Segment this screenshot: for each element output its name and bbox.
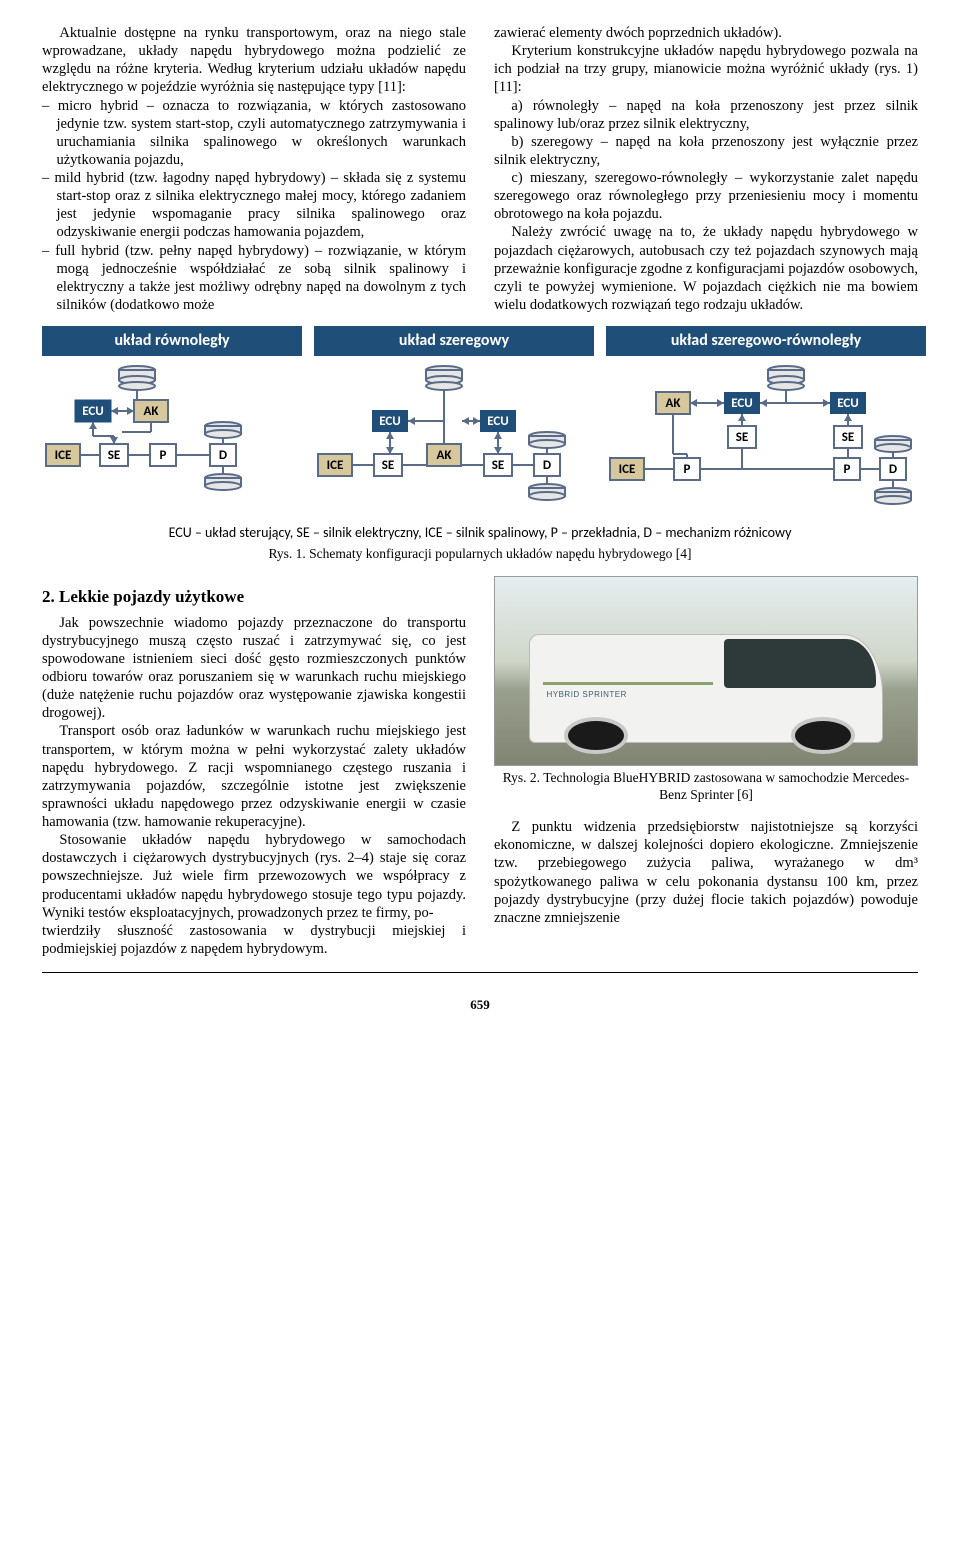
paragraph: a) równoległy – napęd na koła przenoszon…: [494, 97, 918, 133]
label-ecu: ECU: [82, 404, 104, 419]
label-ecu: ECU: [731, 396, 753, 411]
van-label: HYBRID SPRINTER: [546, 690, 626, 700]
section-2-heading: 2. Lekkie pojazdy użytkowe: [42, 586, 466, 607]
battery-icon: [119, 366, 155, 390]
diagram-legend: ECU – układ sterujący, SE – silnik elekt…: [42, 524, 918, 542]
figure-1-caption: Rys. 1. Schematy konfiguracji popularnyc…: [42, 546, 918, 563]
diagram-series-svg: ECU ECU AK ICE SE SE D: [314, 364, 594, 514]
label-ak: AK: [437, 448, 453, 463]
diagram-series-parallel-svg: AK ECU ECU SE SE ICE: [606, 364, 926, 514]
diagram-title: układ szeregowy: [314, 326, 594, 356]
paragraph: Stosowanie układów napędu hybrydowego w …: [42, 831, 466, 922]
label-se: SE: [842, 430, 855, 445]
label-p: P: [160, 448, 167, 463]
paragraph: Jak powszechnie wiadomo pojazdy przeznac…: [42, 614, 466, 723]
label-ice: ICE: [619, 462, 636, 477]
diagram-parallel-svg: ECU AK ICE SE P D: [42, 364, 302, 514]
label-se: SE: [108, 448, 121, 463]
vehicle-photo: HYBRID SPRINTER: [494, 576, 918, 766]
diagram-parallel: układ równoległy ECU AK: [42, 326, 302, 514]
label-ak: AK: [666, 396, 682, 411]
label-p: P: [844, 462, 851, 477]
wheel-icon: [875, 488, 911, 504]
list-item: micro hybrid – oznacza to rozwiązania, w…: [42, 97, 466, 170]
label-p: P: [684, 462, 691, 477]
battery-icon: [768, 366, 804, 390]
label-d: D: [543, 458, 551, 473]
label-se: SE: [492, 458, 505, 473]
label-se: SE: [736, 430, 749, 445]
label-ice: ICE: [55, 448, 72, 463]
bottom-text-columns: 2. Lekkie pojazdy użytkowe Jak powszechn…: [42, 576, 918, 958]
label-d: D: [889, 462, 897, 477]
paragraph: c) mieszany, szeregowo-równoległy – wyko…: [494, 169, 918, 223]
wheel-icon: [529, 484, 565, 500]
wheel-icon: [205, 422, 241, 438]
top-text-columns: Aktualnie dostępne na rynku transportowy…: [42, 24, 918, 314]
wheel-icon: [205, 474, 241, 490]
paragraph: zawierać elementy dwóch poprzednich ukła…: [494, 24, 918, 42]
list-item: mild hybrid (tzw. łagodny napęd hybrydow…: [42, 169, 466, 242]
label-ecu: ECU: [379, 414, 401, 429]
label-ecu: ECU: [837, 396, 859, 411]
wheel-icon: [875, 436, 911, 452]
paragraph: Należy zwrócić uwagę na to, że układy na…: [494, 223, 918, 314]
paragraph: Aktualnie dostępne na rynku transportowy…: [42, 24, 466, 97]
diagram-title: układ szeregowo-równoległy: [606, 326, 926, 356]
paragraph: Transport osób oraz ładunków w warunkach…: [42, 722, 466, 831]
figure-2-caption: Rys. 2. Technologia BlueHYBRID zastosowa…: [494, 770, 918, 804]
page-footer-rule: [42, 972, 918, 973]
figure-2: HYBRID SPRINTER Rys. 2. Technologia Blue…: [494, 576, 918, 804]
diagram-title: układ równoległy: [42, 326, 302, 356]
label-d: D: [219, 448, 227, 463]
diagram-series-parallel: układ szeregowo-równoległy AK ECU ECU: [606, 326, 926, 514]
label-ecu: ECU: [487, 414, 509, 429]
paragraph: Z punktu widzenia przedsiębiorstw najist…: [494, 818, 918, 927]
diagram-row: układ równoległy ECU AK: [42, 326, 918, 514]
paragraph: twierdziły słuszność zastosowania w dyst…: [42, 922, 466, 958]
page-number: 659: [42, 997, 918, 1013]
wheel-icon: [529, 432, 565, 448]
paragraph: b) szeregowy – napęd na koła przenoszony…: [494, 133, 918, 169]
label-ice: ICE: [327, 458, 344, 473]
list-item: full hybrid (tzw. pełny napęd hybrydowy)…: [42, 242, 466, 315]
diagram-series: układ szeregowy ECU ECU AK: [314, 326, 594, 514]
battery-icon: [426, 366, 462, 390]
paragraph: Kryterium konstrukcyjne układów napędu h…: [494, 42, 918, 96]
label-se: SE: [382, 458, 395, 473]
label-ak: AK: [144, 404, 160, 419]
